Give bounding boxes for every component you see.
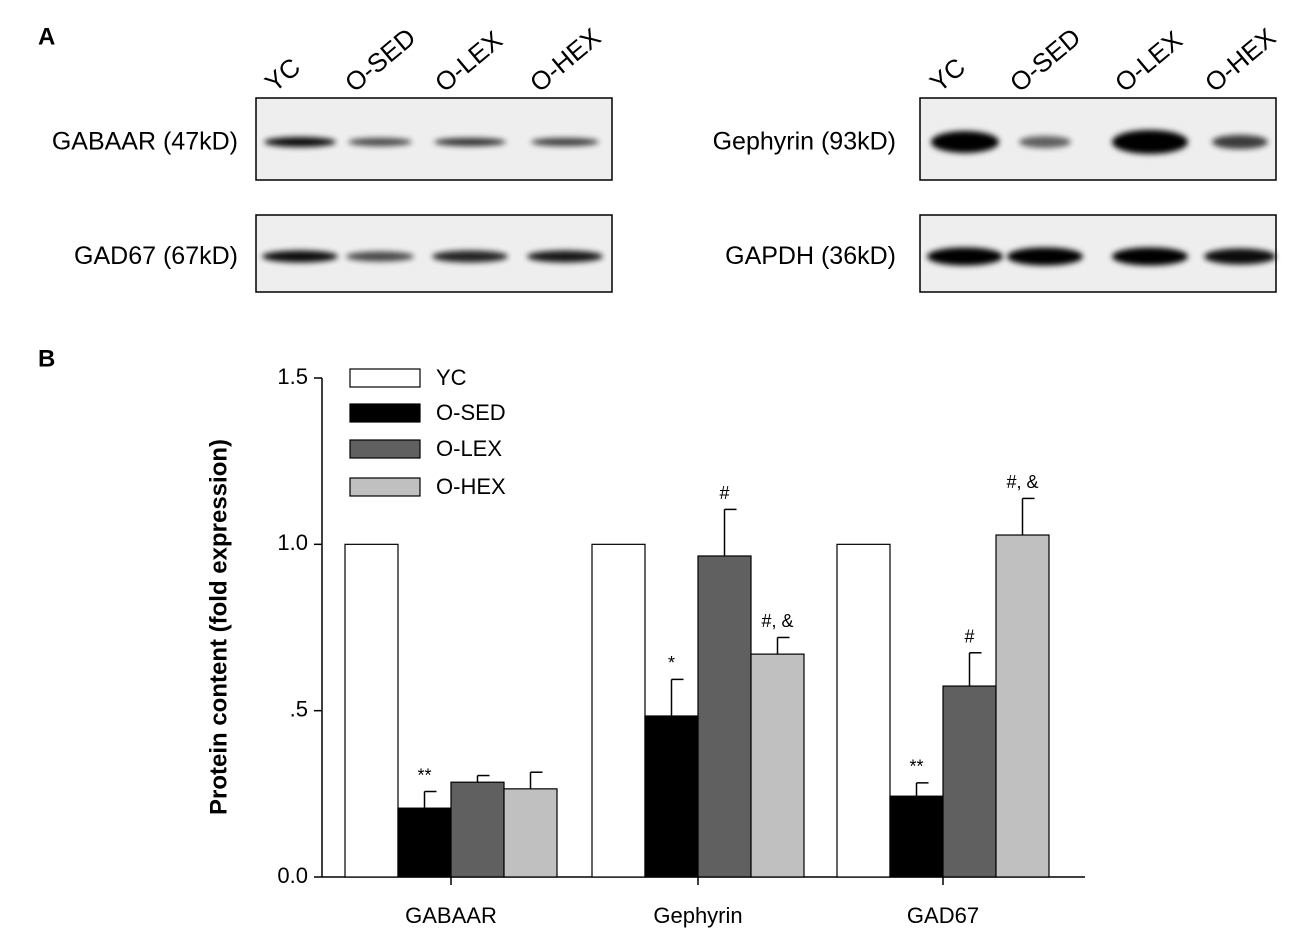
lane-label: YC bbox=[259, 52, 306, 98]
legend-label: O-HEX bbox=[436, 474, 506, 499]
lane-label: O-SED bbox=[1004, 22, 1086, 98]
bar bbox=[836, 543, 891, 878]
significance-label: # bbox=[964, 627, 974, 647]
bar bbox=[942, 685, 997, 878]
band bbox=[1112, 130, 1188, 154]
significance-label: #, & bbox=[1006, 472, 1038, 492]
bar bbox=[644, 715, 699, 878]
band bbox=[262, 250, 338, 263]
band bbox=[1212, 135, 1268, 149]
lane-label: O-LEX bbox=[429, 25, 508, 98]
significance-label: ** bbox=[909, 757, 923, 777]
y-tick-label: 1.5 bbox=[277, 364, 308, 389]
band bbox=[1019, 136, 1071, 148]
band bbox=[264, 137, 336, 147]
y-tick-label: 1.0 bbox=[277, 530, 308, 555]
lane-label: O-LEX bbox=[1109, 25, 1188, 98]
band bbox=[931, 131, 999, 153]
bar bbox=[750, 653, 805, 878]
band bbox=[348, 138, 412, 146]
y-tick-label: .5 bbox=[290, 696, 308, 721]
x-tick-label: GABAAR bbox=[405, 903, 497, 928]
band bbox=[531, 138, 599, 146]
band bbox=[1112, 247, 1188, 266]
band bbox=[527, 250, 603, 263]
legend-label: YC bbox=[436, 365, 467, 390]
lane-label: O-SED bbox=[339, 22, 421, 98]
band bbox=[1007, 247, 1083, 266]
legend-label: O-LEX bbox=[436, 436, 502, 461]
bar bbox=[397, 807, 452, 878]
significance-label: #, & bbox=[761, 611, 793, 631]
x-tick-label: GAD67 bbox=[907, 903, 979, 928]
bar bbox=[503, 788, 558, 878]
x-tick-label: Gephyrin bbox=[653, 903, 742, 928]
band bbox=[434, 138, 506, 146]
blot-label: Gephyrin (93kD) bbox=[713, 128, 896, 156]
y-tick-label: 0.0 bbox=[277, 863, 308, 888]
legend-swatch bbox=[349, 439, 421, 459]
legend-label: O-SED bbox=[436, 400, 506, 425]
panel-label: A bbox=[38, 23, 55, 50]
significance-label: * bbox=[668, 653, 675, 673]
panel-label: B bbox=[38, 345, 55, 372]
band bbox=[1204, 248, 1276, 265]
band bbox=[432, 250, 508, 263]
significance-label: ** bbox=[417, 765, 431, 785]
y-axis-label: Protein content (fold expression) bbox=[205, 439, 232, 815]
lane-label: YC bbox=[924, 52, 971, 98]
blot-label: GAD67 (67kD) bbox=[74, 242, 238, 270]
bar bbox=[591, 543, 646, 878]
band bbox=[927, 247, 1003, 266]
legend-swatch bbox=[349, 403, 421, 423]
bar bbox=[344, 543, 399, 878]
legend-swatch bbox=[349, 477, 421, 497]
bar bbox=[889, 795, 944, 878]
blot-label: GABAAR (47kD) bbox=[52, 128, 238, 156]
legend-swatch bbox=[349, 368, 421, 388]
bar bbox=[697, 555, 752, 878]
bar bbox=[995, 534, 1050, 878]
bar bbox=[450, 781, 505, 878]
significance-label: # bbox=[719, 483, 729, 503]
band bbox=[346, 251, 414, 262]
blot-label: GAPDH (36kD) bbox=[725, 242, 896, 270]
lane-label: O-HEX bbox=[1199, 22, 1281, 98]
lane-label: O-HEX bbox=[524, 22, 606, 98]
